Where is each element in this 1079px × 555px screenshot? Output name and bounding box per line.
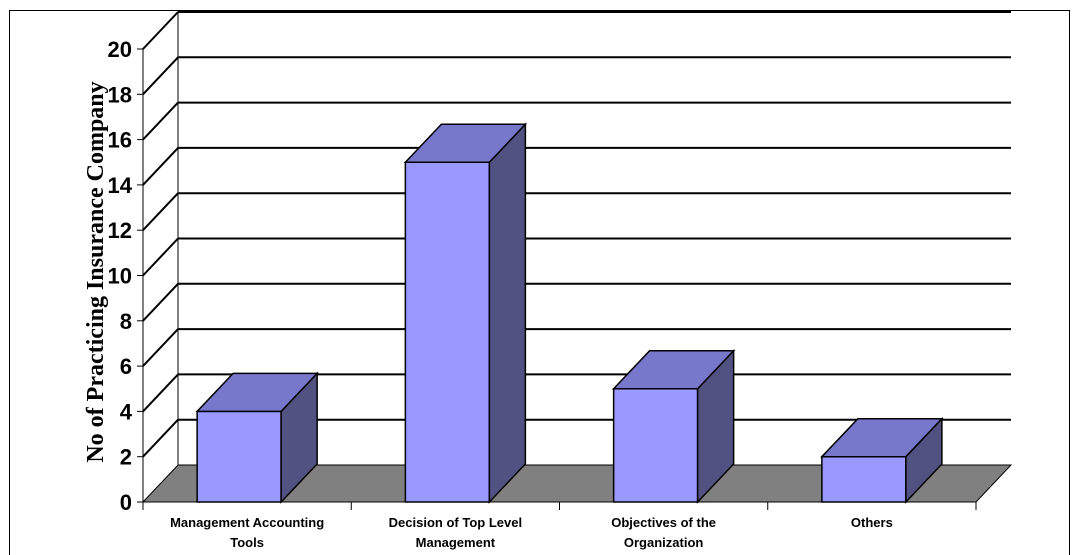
- x-category-label: Organization: [624, 535, 704, 550]
- gridline-side: [142, 101, 179, 141]
- gridline-side: [142, 283, 179, 322]
- bar-front: [612, 388, 699, 503]
- gridline-side: [142, 56, 179, 95]
- x-category-label: Decision of Top Level: [389, 515, 522, 530]
- gridline-side: [142, 237, 179, 277]
- x-category-label: Management Accounting: [170, 515, 324, 530]
- bar-front: [196, 410, 282, 503]
- bar-top: [195, 372, 319, 413]
- y-tick-label: 12: [108, 218, 132, 243]
- y-tick-label: 18: [108, 82, 132, 107]
- y-tick-label: 4: [120, 399, 133, 424]
- gridline-side: [142, 147, 179, 186]
- x-category-label: Management: [416, 535, 496, 550]
- chart-border: [9, 10, 1070, 555]
- gridline-side: [142, 192, 179, 231]
- bar-front: [821, 455, 907, 503]
- y-tick-label: 16: [108, 128, 132, 153]
- y-tick-label: 20: [108, 37, 132, 62]
- y-tick-label: 6: [120, 354, 132, 379]
- gridline-side: [142, 11, 179, 50]
- y-axis-title: No of Practicing Insurance Company: [83, 81, 109, 462]
- gridline-side: [142, 419, 179, 458]
- bar-side: [488, 122, 527, 504]
- x-category-label: Objectives of the: [611, 515, 716, 530]
- y-tick-label: 8: [120, 309, 132, 334]
- x-category-label: Tools: [230, 535, 264, 550]
- y-tick-label: 0: [120, 490, 132, 515]
- bar-top: [820, 417, 944, 458]
- x-category-label: Others: [851, 515, 893, 530]
- bar-top: [403, 123, 528, 163]
- y-tick-label: 10: [108, 264, 132, 289]
- bar-top: [611, 350, 736, 390]
- gridline-side: [142, 328, 179, 367]
- y-tick-label: 14: [108, 173, 133, 198]
- y-tick-label: 2: [120, 445, 132, 470]
- bar-front: [404, 161, 491, 503]
- gridline-side: [142, 373, 179, 413]
